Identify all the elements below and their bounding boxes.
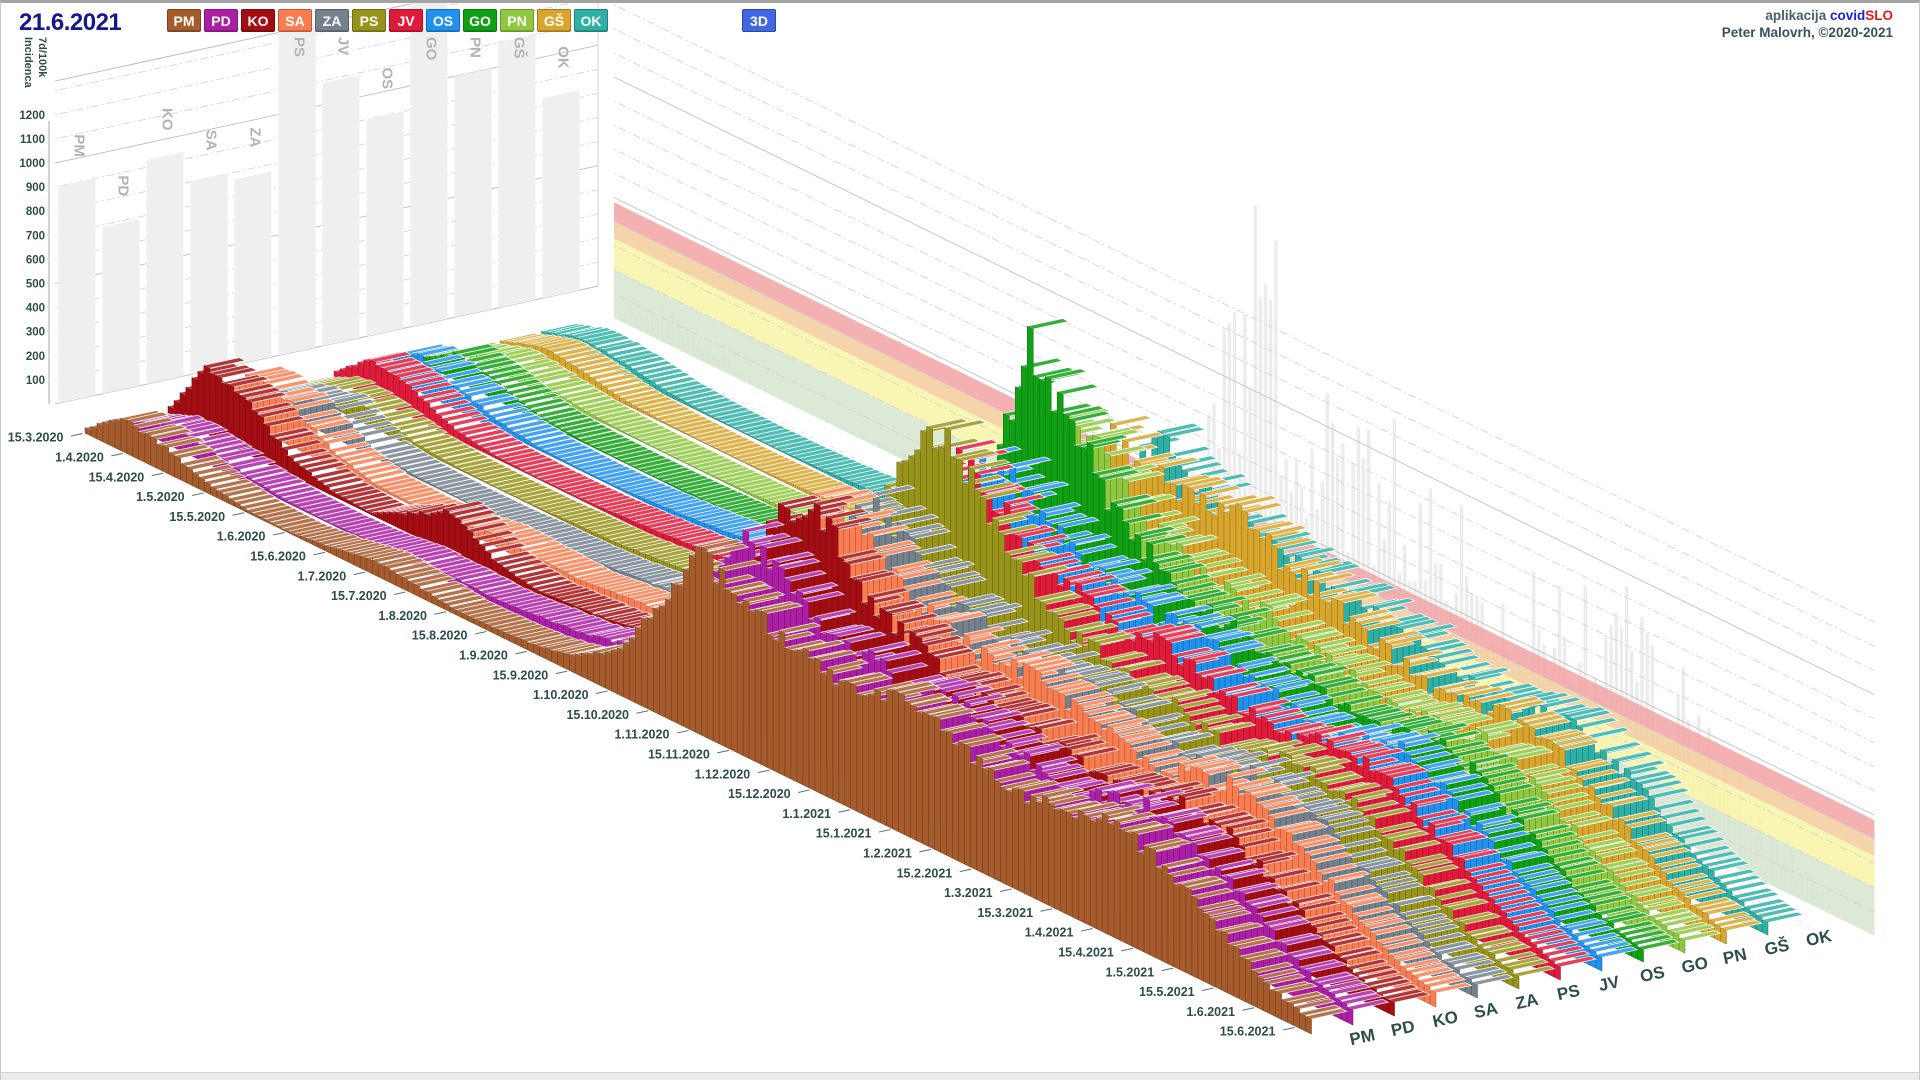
y-axis-tick-label: 700 (26, 230, 45, 242)
legend-button-GO[interactable]: GO (463, 9, 497, 32)
legend-button-OK[interactable]: OK (574, 9, 608, 32)
date-tick-label: 1.10.2020 (533, 688, 589, 702)
date-tick-label: 1.4.2020 (55, 450, 104, 464)
region-axis-label-GŠ: GŠ (1763, 935, 1791, 959)
y-axis-tick-label: 1000 (19, 158, 45, 170)
y-axis-tick-label: 1200 (19, 110, 45, 122)
date-tick-label: 15.7.2020 (331, 589, 387, 603)
date-tick-label: 1.4.2021 (1025, 926, 1074, 940)
date-tick-label: 1.5.2021 (1106, 965, 1155, 979)
region-axis-label-PD: PD (1389, 1017, 1416, 1041)
back-wall-region-label: PM (71, 134, 88, 157)
y-axis-tick-label: 400 (26, 303, 45, 315)
date-tick-label: 1.9.2020 (459, 648, 508, 662)
y-axis-tick-label: 100 (26, 375, 45, 387)
date-tick-label: 15.5.2021 (1139, 985, 1195, 999)
date-tick-label: 1.8.2020 (378, 609, 427, 623)
date-tick-label: 15.6.2020 (250, 549, 306, 563)
back-wall-region-label: OK (555, 46, 572, 69)
bottom-scroll-strip[interactable] (1, 1072, 1919, 1080)
y-axis-tick-label: 600 (26, 254, 45, 266)
region-axis-label-OS: OS (1638, 962, 1666, 986)
date-tick-label: 1.11.2020 (614, 728, 669, 742)
date-tick-label: 15.4.2020 (89, 470, 145, 484)
back-wall-region-label: PS (291, 37, 308, 57)
date-tick-label: 1.2.2021 (863, 846, 912, 860)
view-3d-button[interactable]: 3D (742, 9, 776, 32)
y-axis-title-line2: Incidenca (22, 37, 34, 89)
legend-button-PN[interactable]: PN (500, 9, 534, 32)
date-tick-label: 15.3.2020 (8, 431, 64, 445)
date-tick-label: 15.8.2020 (412, 629, 468, 643)
app-credits: aplikacija covidSLO Peter Malovrh, ©2020… (1722, 7, 1893, 41)
date-tick-label: 15.9.2020 (493, 668, 549, 682)
y-axis-tick-label: 300 (26, 327, 45, 339)
back-wall-region-label: GŠ (511, 37, 529, 59)
back-wall-region-label: SA (203, 130, 220, 151)
legend-button-OS[interactable]: OS (426, 9, 460, 32)
date-tick-label: 15.5.2020 (169, 510, 225, 524)
y-axis-tick-label: 800 (26, 206, 45, 218)
legend-button-GŠ[interactable]: GŠ (537, 9, 571, 32)
region-axis-label-GO: GO (1680, 953, 1710, 977)
legend-button-PM[interactable]: PM (167, 9, 201, 32)
back-wall-region-label: KO (159, 108, 176, 131)
date-tick-label: 15.3.2021 (977, 906, 1033, 920)
y-axis-tick-label: 500 (26, 279, 45, 291)
brand-covid: covid (1830, 8, 1865, 23)
back-wall-region-label: OS (379, 68, 396, 90)
y-axis-title-line1: 7d/100k (36, 37, 48, 78)
date-tick-label: 15.11.2020 (648, 747, 710, 761)
author-copyright: Peter Malovrh, ©2020-2021 (1722, 24, 1893, 41)
date-tick-label: 15.1.2021 (816, 827, 872, 841)
legend-button-PS[interactable]: PS (352, 9, 386, 32)
region-axis-label-ZA: ZA (1514, 990, 1540, 1013)
y-axis-tick-label: 900 (26, 182, 45, 194)
date-tick-label: 1.1.2021 (782, 807, 831, 821)
region-axis-label-PS: PS (1555, 981, 1581, 1004)
date-tick-label: 15.4.2021 (1058, 945, 1114, 959)
back-wall-region-label: ZA (247, 127, 264, 147)
date-tick-label: 15.6.2021 (1220, 1025, 1276, 1039)
y-axis-tick-label: 1100 (20, 134, 45, 146)
back-wall-region-label: PN (467, 37, 484, 58)
date-tick-label: 1.6.2021 (1186, 1005, 1235, 1019)
date-tick-label: 15.12.2020 (728, 787, 791, 801)
date-tick-label: 1.7.2020 (298, 569, 347, 583)
region-axis-label-KO: KO (1431, 1007, 1460, 1031)
date-tick-label: 1.3.2021 (944, 886, 993, 900)
y-axis-tick-label: 200 (26, 351, 45, 363)
region-axis-label-JV: JV (1597, 972, 1622, 995)
brand-slo: SLO (1865, 8, 1893, 23)
app-label: aplikacija (1765, 8, 1826, 23)
current-date-label: 21.6.2021 (19, 9, 121, 37)
region-axis-label-OK: OK (1804, 926, 1834, 950)
date-tick-label: 1.5.2020 (136, 490, 185, 504)
legend-button-JV[interactable]: JV (389, 9, 423, 32)
legend-button-PD[interactable]: PD (204, 9, 238, 32)
back-wall-region-label: JV (335, 37, 352, 55)
legend-button-ZA[interactable]: ZA (315, 9, 349, 32)
date-tick-label: 1.6.2020 (217, 530, 266, 544)
region-axis-label-PM: PM (1348, 1025, 1377, 1049)
legend-button-KO[interactable]: KO (241, 9, 275, 32)
legend-button-SA[interactable]: SA (278, 9, 312, 32)
region-axis-label-SA: SA (1472, 999, 1499, 1023)
date-tick-label: 15.2.2021 (897, 866, 953, 880)
date-tick-label: 1.12.2020 (695, 767, 751, 781)
date-tick-label: 15.10.2020 (566, 708, 629, 722)
back-wall-region-label: GO (423, 37, 440, 61)
region-axis-label-PN: PN (1721, 945, 1748, 969)
back-wall-region-label: PD (115, 175, 132, 196)
